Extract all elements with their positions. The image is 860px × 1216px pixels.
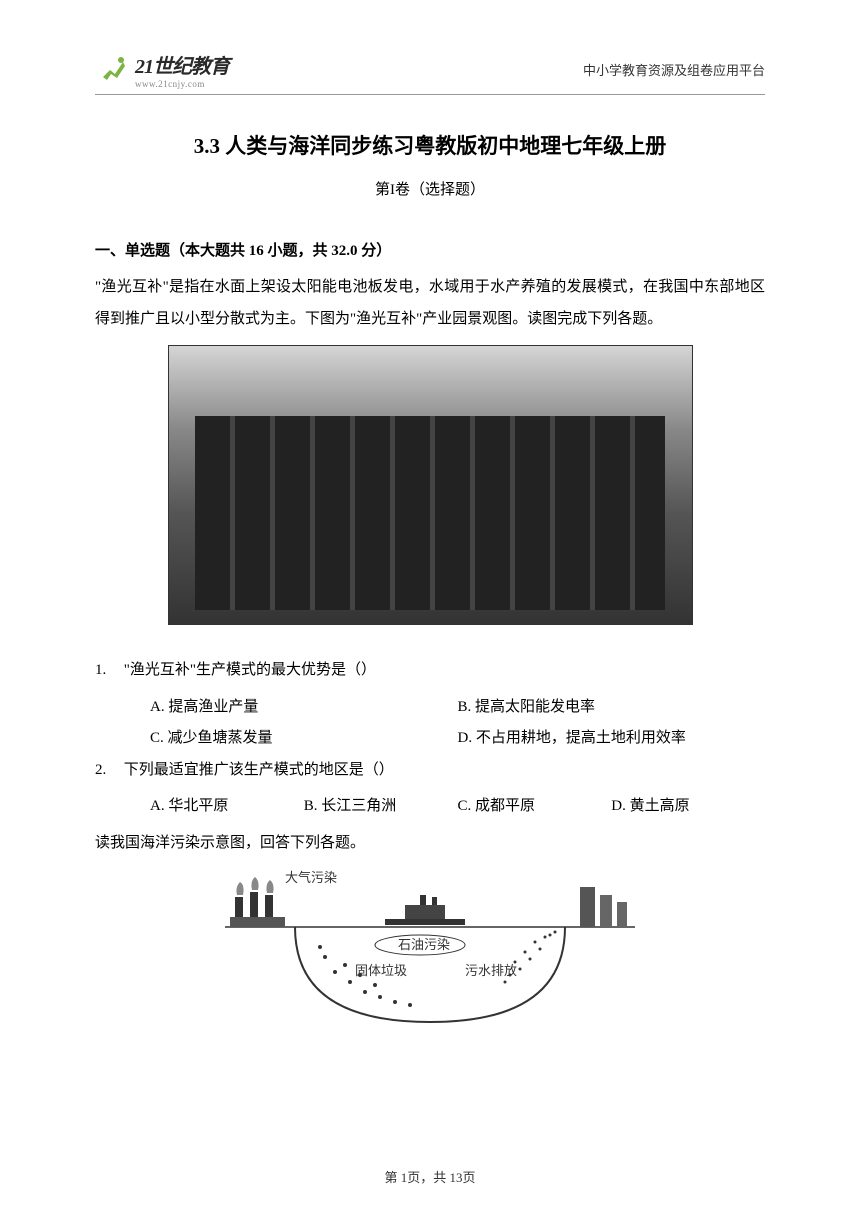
page-subtitle: 第I卷（选择题） (95, 178, 765, 199)
section-intro-2: 读我国海洋污染示意图，回答下列各题。 (95, 828, 765, 860)
header-divider (95, 94, 765, 95)
label-sewage: 污水排放 (465, 963, 517, 978)
question-2-options-row: A. 华北平原 B. 长江三角洲 C. 成都平原 D. 黄土高原 (95, 791, 765, 823)
option-2a: A. 华北平原 (150, 791, 304, 823)
pollution-diagram: 大气污染 石油污染 固体垃圾 污水排放 (225, 867, 635, 1037)
label-atmosphere: 大气污染 (285, 870, 337, 885)
option-1d: D. 不占用耕地，提高土地利用效率 (458, 723, 766, 755)
label-oil: 石油污染 (398, 937, 450, 952)
logo-icon (95, 52, 130, 87)
question-2: 2. 下列最适宜推广该生产模式的地区是（） (95, 755, 765, 787)
option-1c: C. 减少鱼塘蒸发量 (150, 723, 458, 755)
solar-panels-pattern (195, 416, 666, 611)
question-1-num: 1. (95, 655, 120, 687)
logo-main-text: 21世纪教育 (135, 50, 229, 79)
option-1b: B. 提高太阳能发电率 (458, 692, 766, 724)
question-2-text: 下列最适宜推广该生产模式的地区是（） (124, 762, 394, 778)
header-right-text: 中小学教育资源及组卷应用平台 (583, 60, 765, 79)
page-footer: 第 1页，共 13页 (0, 1167, 860, 1186)
solar-panel-photo (168, 345, 693, 625)
logo-text: 21世纪教育 www.21cnjy.com (135, 50, 229, 89)
logo-sub-text: www.21cnjy.com (135, 79, 229, 89)
pollution-svg: 大气污染 石油污染 固体垃圾 污水排放 (225, 867, 635, 1037)
option-2b: B. 长江三角洲 (304, 791, 458, 823)
section-header: 一、单选题（本大题共 16 小题，共 32.0 分） (95, 239, 765, 260)
logo-section: 21世纪教育 www.21cnjy.com (95, 50, 229, 89)
option-2d: D. 黄土高原 (611, 791, 765, 823)
page-title: 3.3 人类与海洋同步练习粤教版初中地理七年级上册 (95, 130, 765, 160)
figure-1-container (95, 345, 765, 630)
label-solid: 固体垃圾 (355, 963, 407, 978)
question-1: 1. "渔光互补"生产模式的最大优势是（） (95, 655, 765, 687)
diagram-container: 大气污染 石油污染 固体垃圾 污水排放 (95, 867, 765, 1042)
page-header: 21世纪教育 www.21cnjy.com 中小学教育资源及组卷应用平台 (95, 50, 765, 89)
option-1a: A. 提高渔业产量 (150, 692, 458, 724)
question-2-num: 2. (95, 755, 120, 787)
runner-icon (95, 52, 130, 87)
question-1-options-row-2: C. 减少鱼塘蒸发量 D. 不占用耕地，提高土地利用效率 (95, 723, 765, 755)
question-1-options-row-1: A. 提高渔业产量 B. 提高太阳能发电率 (95, 692, 765, 724)
question-1-text: "渔光互补"生产模式的最大优势是（） (124, 662, 376, 678)
intro-paragraph: "渔光互补"是指在水面上架设太阳能电池板发电，水域用于水产养殖的发展模式，在我国… (95, 272, 765, 335)
option-2c: C. 成都平原 (458, 791, 612, 823)
